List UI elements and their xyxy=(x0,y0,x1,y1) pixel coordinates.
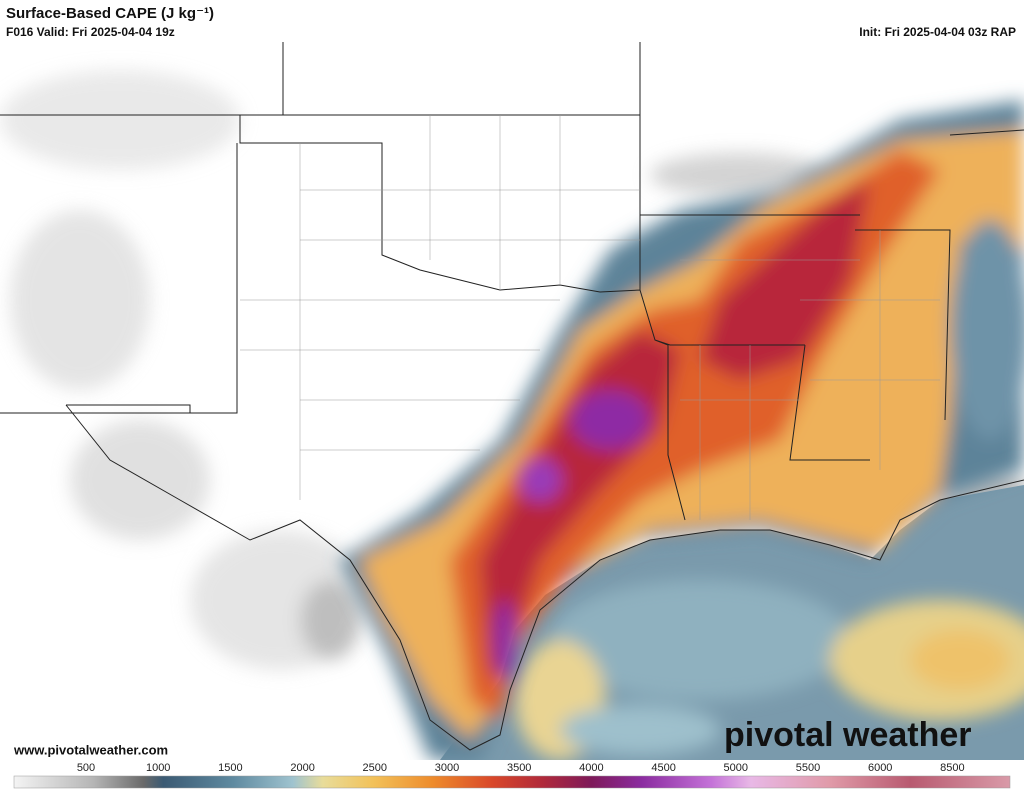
colorbar-label: 2500 xyxy=(363,762,387,774)
land-cape xyxy=(340,100,1024,760)
logo: pivotal weather xyxy=(724,716,972,754)
colorbar-label: 6000 xyxy=(868,762,892,774)
colorbar-label: 8500 xyxy=(940,762,964,774)
header-bg xyxy=(0,0,1024,42)
borders xyxy=(0,42,1024,751)
init-time: Init: Fri 2025-04-04 03z RAP xyxy=(859,25,1016,39)
colorbar-label: 4500 xyxy=(651,762,675,774)
colorbar-label: 3000 xyxy=(435,762,459,774)
colorbar-label: 4000 xyxy=(579,762,603,774)
colorbar-label: 1500 xyxy=(218,762,242,774)
gulf-cape xyxy=(515,580,1024,760)
colorbar-label: 1000 xyxy=(146,762,170,774)
colorbar-label: 2000 xyxy=(290,762,314,774)
website-url: www.pivotalweather.com xyxy=(13,742,168,757)
colorbar xyxy=(13,775,1011,789)
colorbar-labels: 500 1000 1500 2000 2500 3000 3500 4000 4500 5000 5… xyxy=(77,762,965,774)
map xyxy=(0,42,1024,760)
colorbar-label: 500 xyxy=(77,762,95,774)
title: Surface-Based CAPE (J kg⁻¹) xyxy=(6,5,214,22)
valid-time: F016 Valid: Fri 2025-04-04 19z xyxy=(6,25,175,39)
colorbar-label: 5000 xyxy=(724,762,748,774)
colorbar-label: 3500 xyxy=(507,762,531,774)
colorbar-label: 5500 xyxy=(796,762,820,774)
